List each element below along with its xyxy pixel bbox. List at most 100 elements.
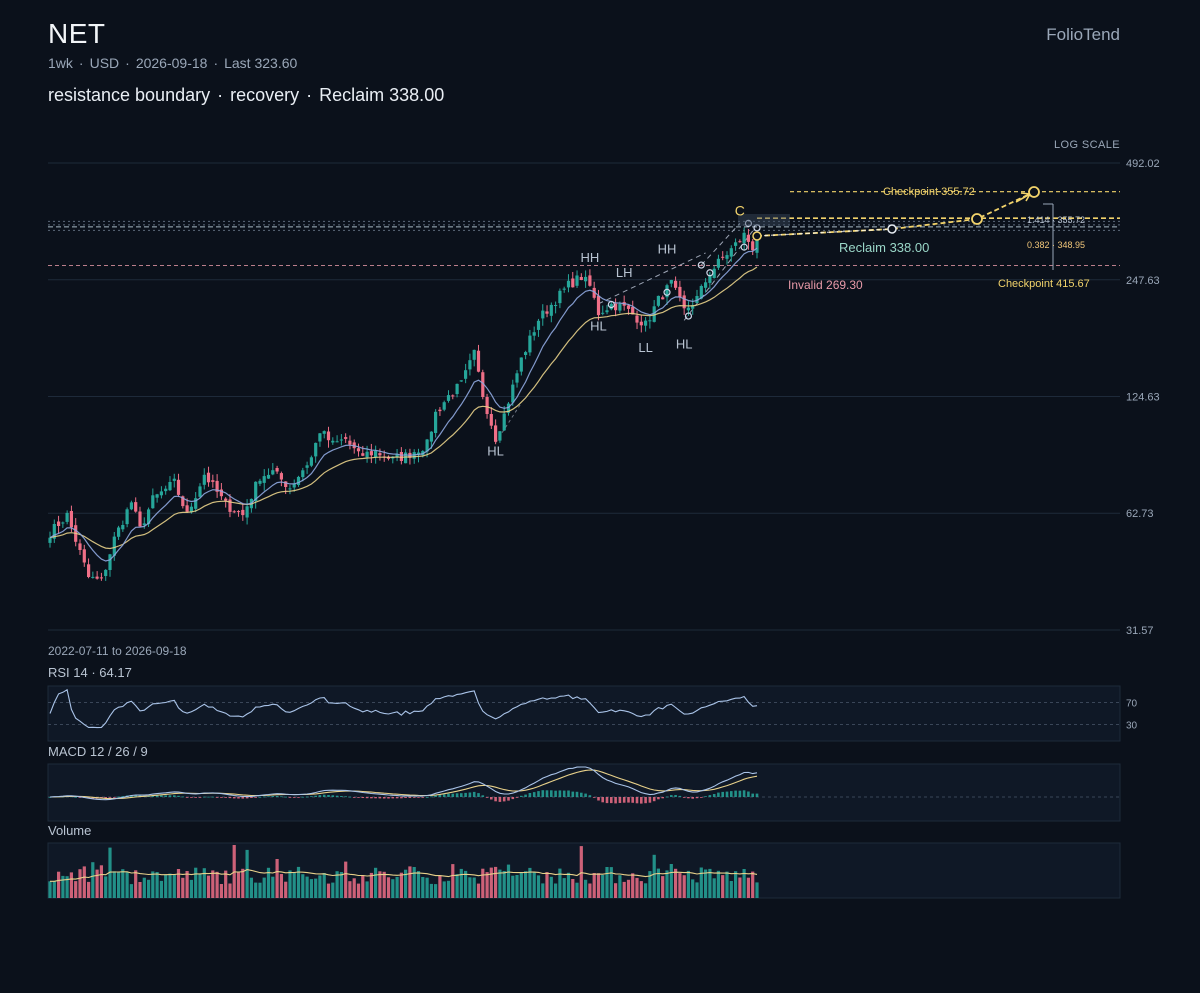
candle-body — [746, 234, 750, 242]
volume-bar — [159, 880, 163, 898]
candle-body — [571, 278, 575, 288]
rsi-panel — [47, 685, 1121, 742]
volume-bar — [626, 879, 631, 898]
candle-body — [562, 288, 566, 290]
volume-bar — [498, 869, 502, 898]
candle-body — [442, 402, 446, 410]
volume-bar — [275, 859, 279, 898]
macd-histogram-bar — [48, 797, 52, 798]
trendline — [598, 252, 706, 305]
volume-bar — [442, 881, 446, 898]
macd-histogram-bar — [357, 797, 360, 798]
candle-body — [104, 569, 108, 576]
volume-bar — [74, 881, 78, 898]
volume-bar — [734, 871, 738, 898]
volume-bar — [648, 871, 652, 898]
macd-histogram-bar — [631, 797, 634, 803]
macd-histogram-bar — [250, 797, 253, 798]
ema-fast-line — [49, 247, 758, 562]
candle-body — [314, 442, 318, 457]
macd-histogram-bar — [322, 794, 326, 797]
macd-histogram-bar — [524, 794, 527, 797]
volume-bar — [65, 876, 69, 898]
volume-bar — [755, 882, 759, 898]
macd-histogram-bar — [104, 797, 107, 799]
candle-body — [429, 431, 433, 442]
volume-bar — [352, 878, 356, 898]
macd-histogram-bar — [447, 793, 450, 797]
candle-body — [374, 451, 378, 458]
candle-body — [52, 524, 56, 539]
volume-bar — [224, 870, 228, 898]
macd-histogram-bar — [331, 795, 335, 797]
macd-histogram-bar — [181, 796, 185, 798]
candle-body — [678, 286, 682, 298]
macd-histogram-bar — [738, 790, 742, 797]
candle-body — [69, 511, 73, 528]
candle-body — [506, 403, 511, 413]
candle-body — [378, 453, 382, 456]
volume-bar — [699, 867, 703, 898]
wave-label: C — [735, 202, 745, 218]
volume-bar — [562, 878, 566, 898]
candle-body — [185, 505, 189, 512]
volume-bar — [322, 873, 326, 898]
pivot-marker — [684, 312, 693, 320]
swing-label: LL — [638, 340, 652, 355]
volume-bar — [344, 861, 348, 898]
volume-bar — [211, 870, 215, 898]
volume-bar — [511, 875, 515, 898]
checkpoint-label: Checkpoint 355.72 — [883, 186, 975, 198]
volume-bar — [194, 867, 198, 898]
macd-histogram-bar — [592, 797, 596, 798]
volume-bar — [515, 875, 519, 898]
volume-bar — [284, 881, 288, 898]
headline-part: Reclaim 338.00 — [319, 85, 445, 105]
volume-bar — [69, 872, 73, 898]
candle-body — [738, 241, 742, 243]
candle-body — [742, 232, 746, 244]
candle-body — [558, 290, 562, 304]
macd-histogram-bar — [674, 795, 677, 797]
candle-body — [292, 483, 296, 488]
volume-bar — [729, 881, 733, 898]
pivot-marker — [744, 219, 753, 227]
macd-histogram-bar — [490, 797, 493, 800]
volume-bar — [579, 846, 583, 898]
candle-body — [168, 482, 172, 491]
volume-bar — [168, 873, 172, 898]
candle-body — [498, 431, 502, 441]
macd-histogram-bar — [434, 795, 437, 797]
candle-body — [532, 332, 536, 336]
candle-body — [695, 296, 699, 303]
candle-body — [117, 527, 121, 537]
candle-body — [78, 543, 82, 550]
macd-histogram-bar — [468, 792, 472, 797]
candle-body — [468, 360, 472, 370]
candle-body — [644, 320, 648, 326]
macd-histogram-bar — [558, 790, 562, 797]
volume-bar — [656, 868, 660, 898]
ema-slow-line — [49, 266, 758, 550]
volume-bar — [622, 881, 626, 898]
candle-body — [648, 320, 652, 322]
macd-histogram-bar — [580, 792, 583, 797]
macd-histogram-bar — [725, 791, 729, 797]
candle-body — [404, 452, 408, 464]
volume-bar — [305, 876, 309, 898]
macd-histogram-bar — [314, 795, 317, 797]
candle-body — [134, 502, 138, 512]
volume-bar — [266, 867, 271, 898]
headline: resistance boundary · recovery · Reclaim 338… — [48, 85, 445, 105]
volume-bar — [716, 870, 720, 898]
macd-histogram-bar — [271, 796, 275, 797]
candle-body — [661, 297, 665, 300]
candle-body — [635, 315, 639, 323]
macd-histogram-bar — [438, 794, 442, 797]
volume-bar — [476, 883, 481, 898]
volume-bar — [117, 872, 121, 898]
macd-histogram-bar — [567, 790, 570, 797]
volume-bar — [519, 872, 523, 898]
candle-body — [725, 255, 729, 259]
